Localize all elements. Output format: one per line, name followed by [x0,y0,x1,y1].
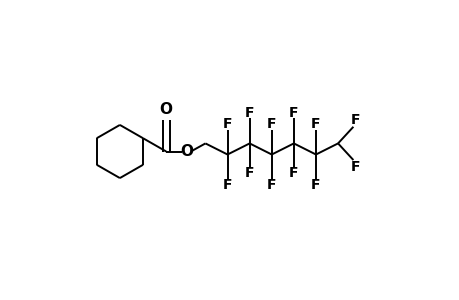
Text: F: F [288,167,298,180]
Text: F: F [244,106,254,120]
Text: O: O [159,102,173,117]
Text: F: F [266,178,276,191]
Text: O: O [179,144,193,159]
Text: F: F [350,160,359,173]
Text: F: F [266,118,276,131]
Text: F: F [311,118,320,131]
Text: F: F [244,167,254,180]
Text: F: F [222,118,232,131]
Text: F: F [311,178,320,191]
Text: F: F [350,113,359,127]
Text: F: F [288,106,298,120]
Text: F: F [222,178,232,191]
